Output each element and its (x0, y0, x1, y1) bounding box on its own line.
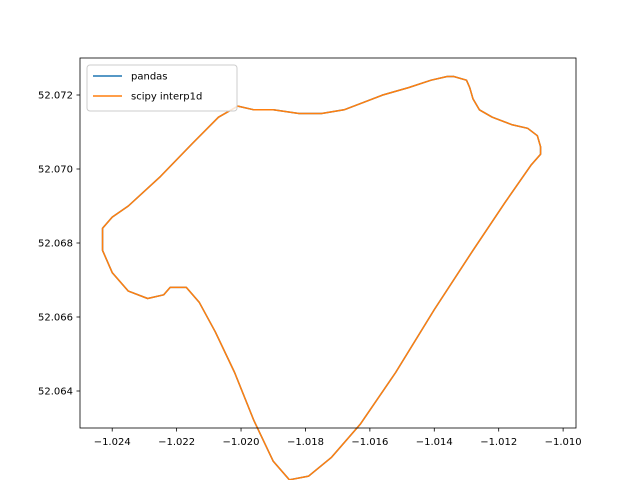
series-layer (101, 75, 542, 480)
series-line-1 (101, 75, 542, 480)
x-tick-label: −1.024 (94, 437, 131, 448)
x-tick-label: −1.010 (545, 437, 582, 448)
x-tick-label: −1.012 (480, 437, 517, 448)
y-axis: 52.064 52.066 52.068 52.070 52.072 (38, 91, 80, 398)
legend-box (86, 64, 238, 112)
legend-label-1: scipy interp1d (131, 92, 202, 103)
x-tick-label: −1.018 (287, 437, 324, 448)
y-tick-label: 52.072 (38, 91, 73, 102)
y-tick-label: 52.068 (38, 239, 73, 250)
x-axis: −1.024 −1.022 −1.020 −1.018 −1.016 −1.014 −1.0… (94, 428, 582, 448)
x-tick-label: −1.022 (158, 437, 195, 448)
plot-area (80, 58, 576, 428)
x-tick-label: −1.016 (351, 437, 388, 448)
y-tick-label: 52.066 (38, 313, 73, 324)
x-tick-label: −1.020 (223, 437, 260, 448)
legend: pandas scipy interp1d (86, 64, 238, 112)
y-tick-label: 52.070 (38, 165, 73, 176)
x-tick-label: −1.014 (416, 437, 453, 448)
legend-label-0: pandas (131, 72, 168, 83)
y-tick-label: 52.064 (38, 387, 73, 398)
